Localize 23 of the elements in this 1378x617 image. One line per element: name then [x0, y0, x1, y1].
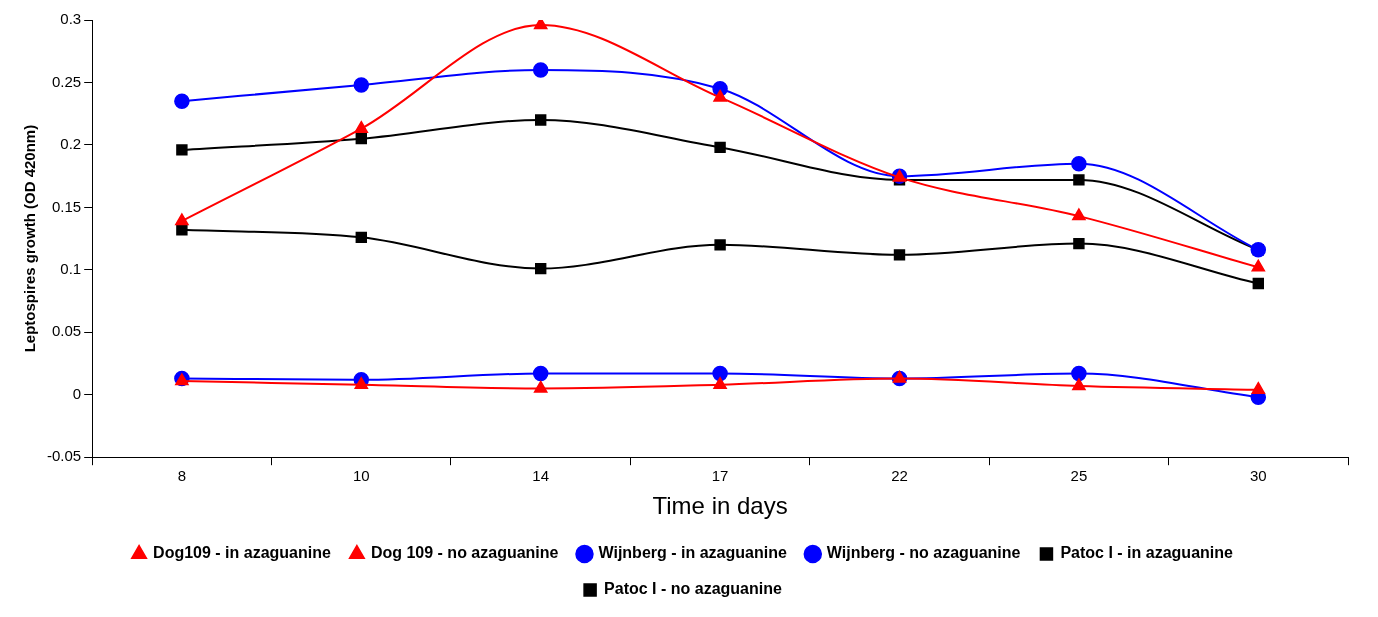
y-tick-label: 0.3 — [60, 10, 82, 28]
legend-label: Dog109 - in azaguanine — [153, 544, 331, 562]
y-axis-title: Leptospires growth (OD 420nm) — [21, 124, 39, 353]
x-tick-label: 17 — [711, 467, 729, 485]
legend-label: Dog 109 - no azaguanine — [370, 544, 559, 562]
y-tick-label: -0.05 — [46, 447, 82, 465]
x-tick-label: 25 — [1070, 467, 1088, 485]
x-tick-label: 14 — [532, 467, 550, 485]
x-tick-label: 30 — [1249, 467, 1267, 485]
y-tick-label: 0.05 — [51, 322, 82, 340]
legend-label: Wijnberg - no azaguanine — [826, 544, 1021, 562]
x-tick-label: 10 — [352, 467, 370, 485]
y-tick-label: 0.15 — [51, 197, 82, 215]
legend-label: Patoc I - no azaguanine — [604, 580, 782, 598]
x-tick-label: 8 — [177, 467, 187, 485]
y-tick-label: 0.1 — [60, 259, 82, 277]
legend-label: Wijnberg - in azaguanine — [598, 544, 787, 562]
legend-label: Patoc I - in azaguanine — [1060, 544, 1234, 562]
y-tick-label: 0.25 — [51, 72, 82, 90]
x-tick-label: 22 — [891, 467, 908, 485]
y-tick-label: 0 — [72, 384, 82, 402]
x-axis-title: Time in days — [652, 492, 788, 520]
y-tick-label: 0.2 — [60, 135, 82, 153]
